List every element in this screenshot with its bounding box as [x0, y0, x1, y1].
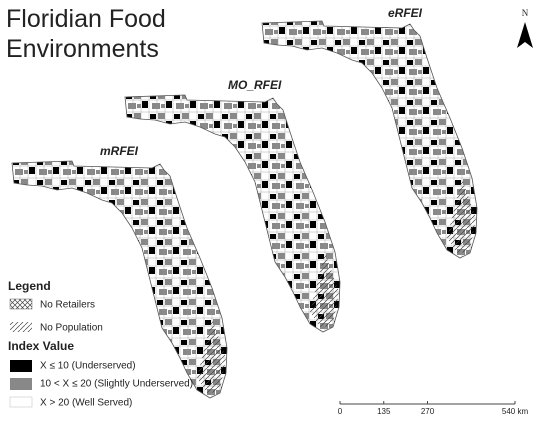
florida-map [11, 160, 228, 399]
map-label: mRFEI [100, 144, 139, 158]
florida-map [261, 20, 478, 259]
legend-swatch [9, 396, 33, 408]
legend-label: X > 20 (Well Served) [40, 398, 132, 409]
legend-label: No Population [40, 323, 103, 334]
legend-title: Legend [8, 279, 51, 293]
scale-label: 540 km [502, 407, 529, 416]
legend-label: 10 < X ≤ 20 (Slightly Underserved) [40, 379, 193, 390]
map-label: MO_RFEI [228, 78, 282, 92]
legend-label: No Retailers [40, 300, 95, 311]
legend-label: X ≤ 10 (Underserved) [40, 361, 136, 372]
page-title: Floridian Food Environments [6, 5, 166, 63]
florida-map [124, 94, 341, 333]
legend-swatch [10, 360, 32, 372]
scale-bar: 0 135 270 540 km [338, 401, 529, 416]
legend-swatch [10, 378, 32, 390]
legend-subtitle: Index Value [8, 339, 74, 353]
scale-label: 135 [377, 407, 391, 416]
north-arrow [517, 22, 533, 48]
scale-label: 0 [338, 407, 343, 416]
scale-label: 270 [421, 407, 435, 416]
legend-swatch [9, 298, 33, 310]
legend-swatch [10, 322, 32, 332]
map-label: eRFEI [388, 6, 423, 20]
north-label: N [522, 8, 529, 18]
